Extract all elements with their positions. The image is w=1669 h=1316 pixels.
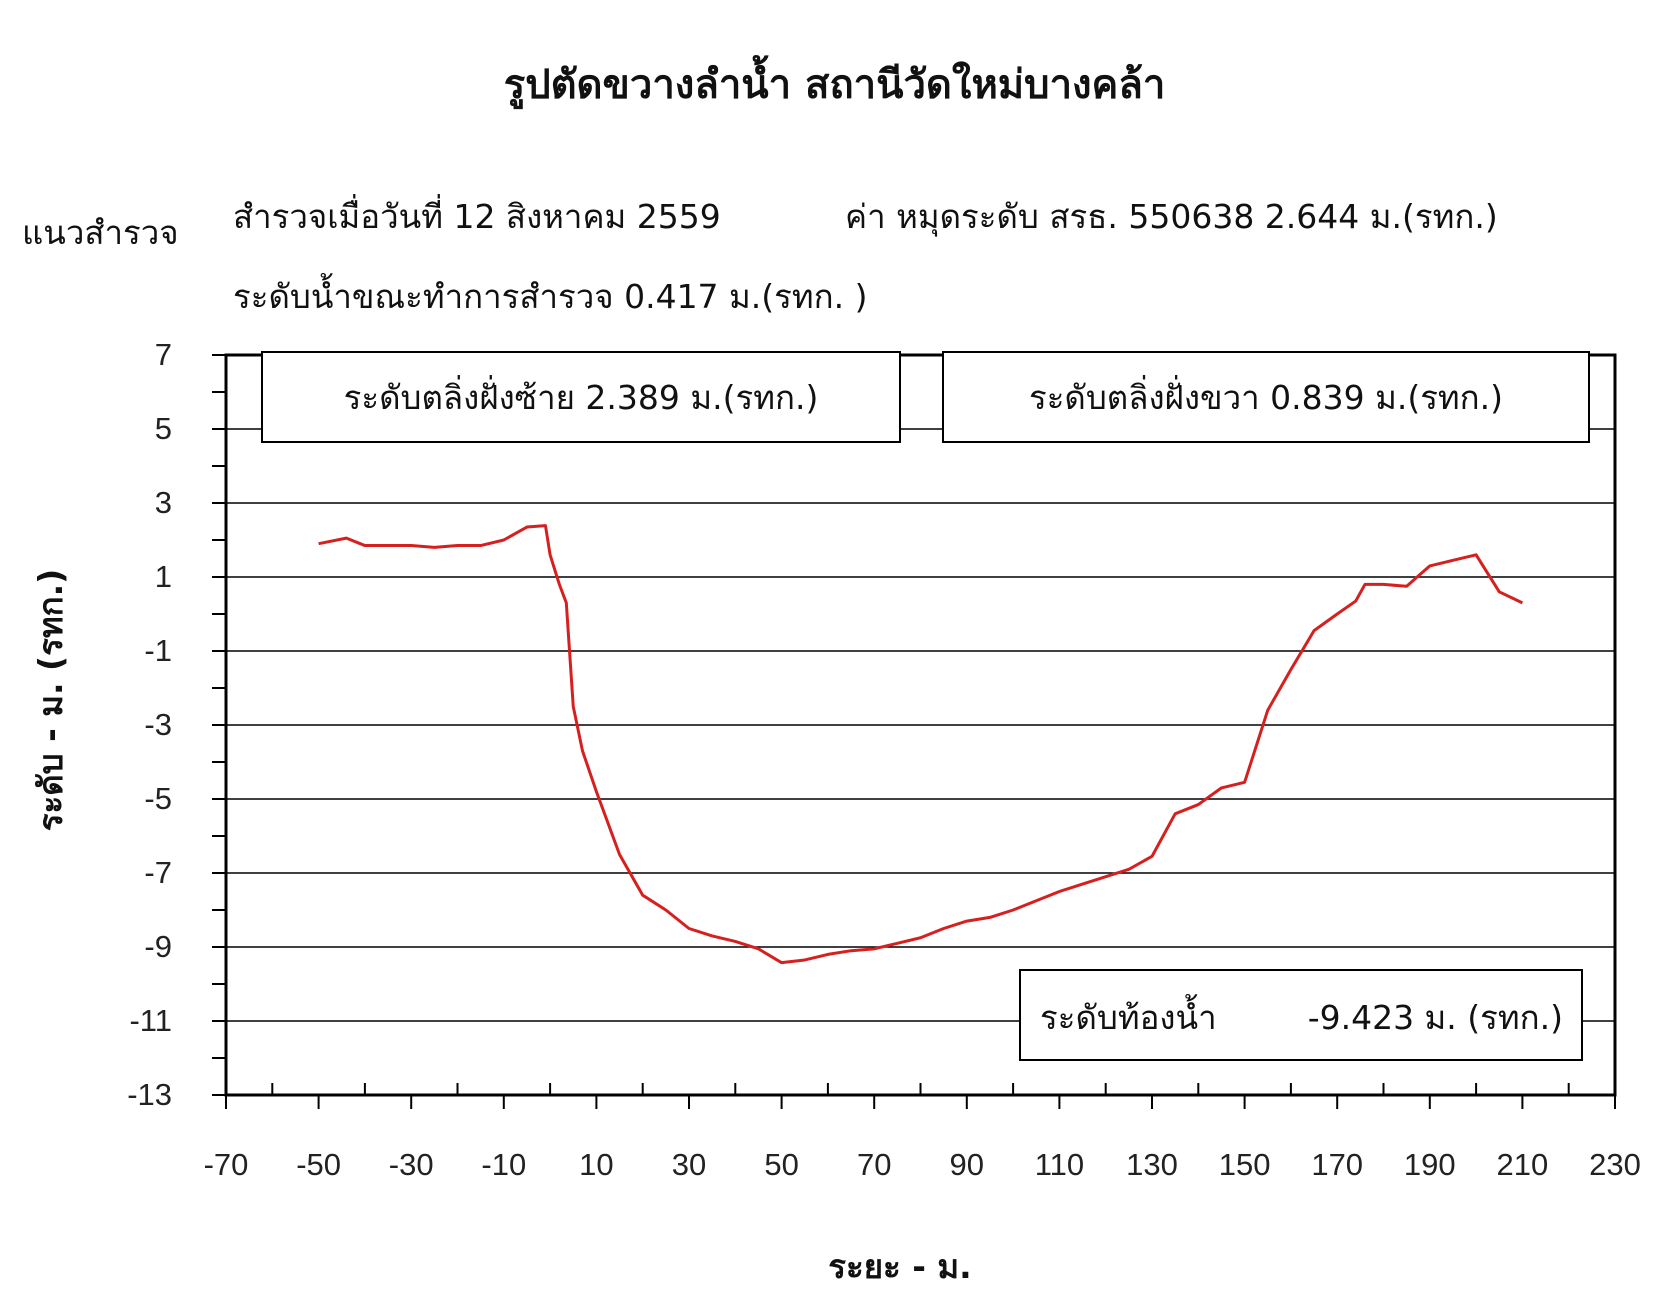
water-level-info: ระดับน้ำขณะทำการสำรวจ 0.417 ม.(รทก. )	[233, 277, 868, 316]
bed-level-value: -9.423 ม. (รทก.)	[1308, 998, 1563, 1037]
left-bank-box: ระดับตลิ่งฝั่งซ้าย 2.389 ม.(รทก.)	[261, 351, 901, 443]
x-tick-label: -30	[389, 1147, 434, 1182]
x-tick-label: 230	[1589, 1147, 1641, 1182]
x-tick-label: 210	[1497, 1147, 1549, 1182]
bed-level-label: ระดับท้องน้ำ	[1040, 994, 1217, 1037]
survey-date: สำรวจเมื่อวันที่ 12 สิงหาคม 2559	[233, 197, 721, 236]
x-tick-label: 90	[950, 1147, 984, 1182]
x-tick-label: -50	[296, 1147, 341, 1182]
left-bank-label: ระดับตลิ่งฝั่งซ้าย 2.389 ม.(รทก.)	[344, 375, 819, 417]
grid-lines	[226, 354, 1615, 1096]
x-tick-label: 30	[672, 1147, 706, 1182]
x-tick-label: 150	[1219, 1147, 1271, 1182]
y-tick-label: -5	[144, 781, 172, 816]
plot-frame	[224, 353, 1617, 1097]
y-tick-label: -9	[144, 929, 172, 964]
x-tick-label: 190	[1404, 1147, 1456, 1182]
x-tick-label: 130	[1126, 1147, 1178, 1182]
x-tick-label: 10	[579, 1147, 613, 1182]
y-axis-title: ระดับ - ม. (รทก.)	[31, 569, 70, 831]
x-axis-title: ระยะ - ม.	[828, 1247, 971, 1286]
y-tick-label: -1	[144, 633, 172, 668]
y-tick-label: -11	[129, 1003, 172, 1038]
right-bank-box: ระดับตลิ่งฝั่งขวา 0.839 ม.(รทก.)	[942, 351, 1590, 443]
survey-line-label: แนวสำรวจ	[22, 213, 179, 252]
y-tick-label: 3	[155, 485, 172, 520]
right-bank-label: ระดับตลิ่งฝั่งขวา 0.839 ม.(รทก.)	[1029, 375, 1503, 417]
x-tick-label: -10	[481, 1147, 526, 1182]
y-axis-ticks: 7 5 3 1 -1 -3 -5 -7 -9 -11 -13	[127, 337, 226, 1112]
y-tick-label: 5	[155, 411, 172, 446]
chart-title: รูปตัดขวางลำน้ำ สถานีวัดใหม่บางคล้า	[503, 62, 1166, 108]
x-tick-label: 50	[764, 1147, 798, 1182]
x-tick-label: 70	[857, 1147, 891, 1182]
cross-section-line	[318, 524, 1524, 965]
bed-level-box: ระดับท้องน้ำ -9.423 ม. (รทก.)	[1019, 969, 1583, 1061]
y-tick-label: -13	[127, 1077, 172, 1112]
x-axis-ticks: -70 -50 -30 -10 10 30 50 70 90 110 130 150 170 190 210…	[204, 1083, 1641, 1182]
x-tick-label: -70	[204, 1147, 249, 1182]
benchmark-info: ค่า หมุดระดับ สรธ. 550638 2.644 ม.(รทก.)	[845, 197, 1498, 236]
y-tick-label: 1	[155, 559, 172, 594]
y-tick-label: -3	[144, 707, 172, 742]
x-tick-label: 170	[1311, 1147, 1363, 1182]
y-tick-label: -7	[144, 855, 172, 890]
y-tick-label: 7	[155, 337, 172, 372]
x-tick-label: 110	[1035, 1147, 1084, 1182]
